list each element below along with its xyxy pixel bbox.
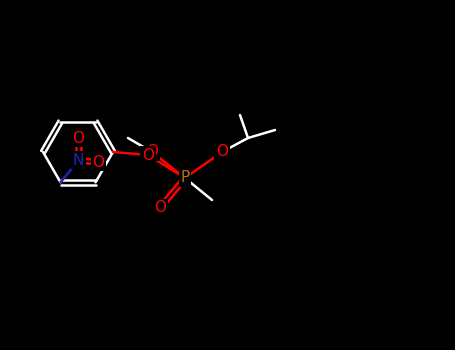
Text: O: O bbox=[154, 201, 166, 216]
Text: N: N bbox=[73, 153, 84, 168]
Text: O: O bbox=[72, 131, 85, 146]
Text: P: P bbox=[180, 170, 190, 186]
Text: O: O bbox=[92, 155, 105, 170]
Text: O: O bbox=[216, 145, 228, 160]
Text: O: O bbox=[146, 145, 158, 160]
Text: O: O bbox=[142, 147, 154, 162]
